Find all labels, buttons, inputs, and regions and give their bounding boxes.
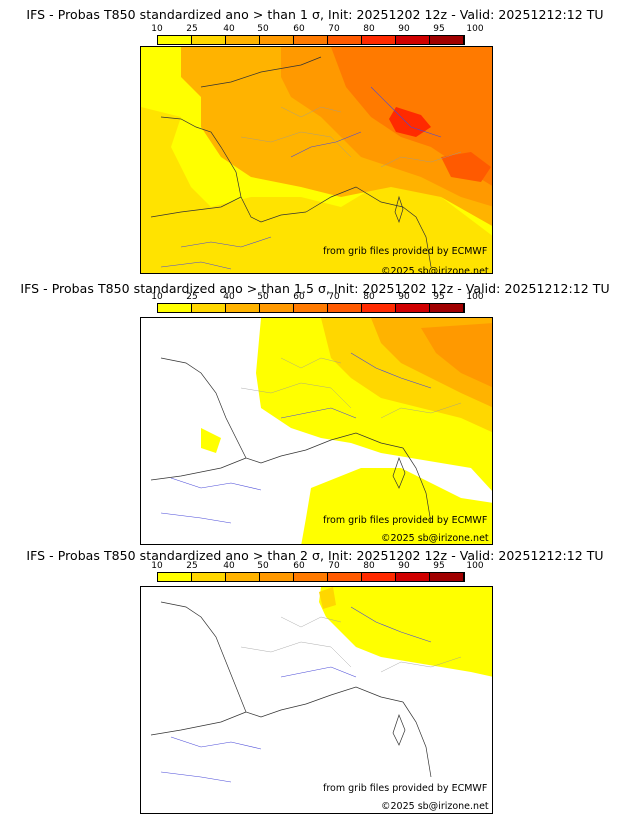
colorbar-labels: 10 25 40 50 60 70 80 90 95 100 <box>140 292 493 302</box>
colorbar-segment <box>396 36 430 44</box>
colorbar-labels: 10 25 40 50 60 70 80 90 95 100 <box>140 561 493 571</box>
tick-label: 25 <box>186 292 198 302</box>
probability-map <box>141 47 492 273</box>
tick-label: 80 <box>363 561 375 571</box>
panel-title: IFS - Probas T850 standardized ano > tha… <box>26 548 604 563</box>
tick-label: 50 <box>257 24 269 34</box>
colorbar-segment <box>328 573 362 581</box>
tick-label: 25 <box>186 24 198 34</box>
tick-label: 40 <box>223 292 235 302</box>
colorbar-segment <box>362 573 396 581</box>
tick-label: 70 <box>328 561 340 571</box>
tick-label: 100 <box>466 561 484 571</box>
colorbar-segment <box>226 36 260 44</box>
colorbar-segment <box>260 573 294 581</box>
tick-label: 100 <box>466 24 484 34</box>
tick-label: 40 <box>223 561 235 571</box>
tick-label: 10 <box>151 292 163 302</box>
tick-label: 70 <box>328 24 340 34</box>
colorbar-segment <box>158 573 192 581</box>
credit-source: from grib files provided by ECMWF <box>323 246 488 257</box>
credit-copyright: ©2025 sb@irizone.net <box>381 533 489 544</box>
colorbar-segment <box>430 304 464 312</box>
tick-label: 80 <box>363 24 375 34</box>
tick-label: 60 <box>293 292 305 302</box>
credit-source: from grib files provided by ECMWF <box>323 515 488 526</box>
colorbar-segment <box>362 36 396 44</box>
colorbar-segment <box>158 304 192 312</box>
colorbar-segment <box>396 304 430 312</box>
tick-label: 90 <box>398 561 410 571</box>
rivers <box>160 606 432 783</box>
colorbar-labels: 10 25 40 50 60 70 80 90 95 100 <box>140 24 493 34</box>
tick-label: 10 <box>151 24 163 34</box>
colorbar-segment <box>362 304 396 312</box>
colorbar-segment <box>294 36 328 44</box>
coastline <box>150 601 432 778</box>
colorbar-segment <box>192 573 226 581</box>
tick-label: 80 <box>363 292 375 302</box>
colorbar <box>157 572 465 582</box>
tick-label: 40 <box>223 24 235 34</box>
colorbar-segment <box>260 304 294 312</box>
colorbar-segment <box>430 573 464 581</box>
tick-label: 50 <box>257 561 269 571</box>
panel-title: IFS - Probas T850 standardized ano > tha… <box>20 281 610 296</box>
colorbar-segment <box>192 304 226 312</box>
tick-label: 60 <box>293 24 305 34</box>
colorbar <box>157 35 465 45</box>
credit-source: from grib files provided by ECMWF <box>323 783 488 794</box>
probability-map <box>141 318 492 544</box>
tick-label: 50 <box>257 292 269 302</box>
colorbar <box>157 303 465 313</box>
probability-map <box>141 587 492 813</box>
borders <box>240 616 462 673</box>
tick-label: 10 <box>151 561 163 571</box>
colorbar-segment <box>328 304 362 312</box>
panel-title: IFS - Probas T850 standardized ano > tha… <box>26 7 604 22</box>
credit-copyright: ©2025 sb@irizone.net <box>381 266 489 274</box>
borders <box>240 357 462 419</box>
coastline <box>150 357 432 524</box>
credit-copyright: ©2025 sb@irizone.net <box>381 801 489 812</box>
tick-label: 95 <box>433 561 445 571</box>
tick-label: 95 <box>433 292 445 302</box>
rivers <box>160 86 442 270</box>
colorbar-segment <box>328 36 362 44</box>
colorbar-segment <box>396 573 430 581</box>
colorbar-segment <box>294 304 328 312</box>
colorbar-segment <box>430 36 464 44</box>
map-frame: from grib files provided by ECMWF ©2025 … <box>140 46 493 274</box>
tick-label: 90 <box>398 292 410 302</box>
tick-label: 90 <box>398 24 410 34</box>
map-frame: from grib files provided by ECMWF ©2025 … <box>140 317 493 545</box>
tick-label: 100 <box>466 292 484 302</box>
colorbar-segment <box>226 304 260 312</box>
coastline <box>150 56 432 268</box>
map-frame: from grib files provided by ECMWF ©2025 … <box>140 586 493 814</box>
colorbar-segment <box>226 573 260 581</box>
borders <box>240 106 462 168</box>
tick-label: 25 <box>186 561 198 571</box>
rivers <box>160 352 432 524</box>
colorbar-segment <box>294 573 328 581</box>
colorbar-segment <box>158 36 192 44</box>
tick-label: 60 <box>293 561 305 571</box>
colorbar-segment <box>260 36 294 44</box>
tick-label: 95 <box>433 24 445 34</box>
colorbar-segment <box>192 36 226 44</box>
tick-label: 70 <box>328 292 340 302</box>
